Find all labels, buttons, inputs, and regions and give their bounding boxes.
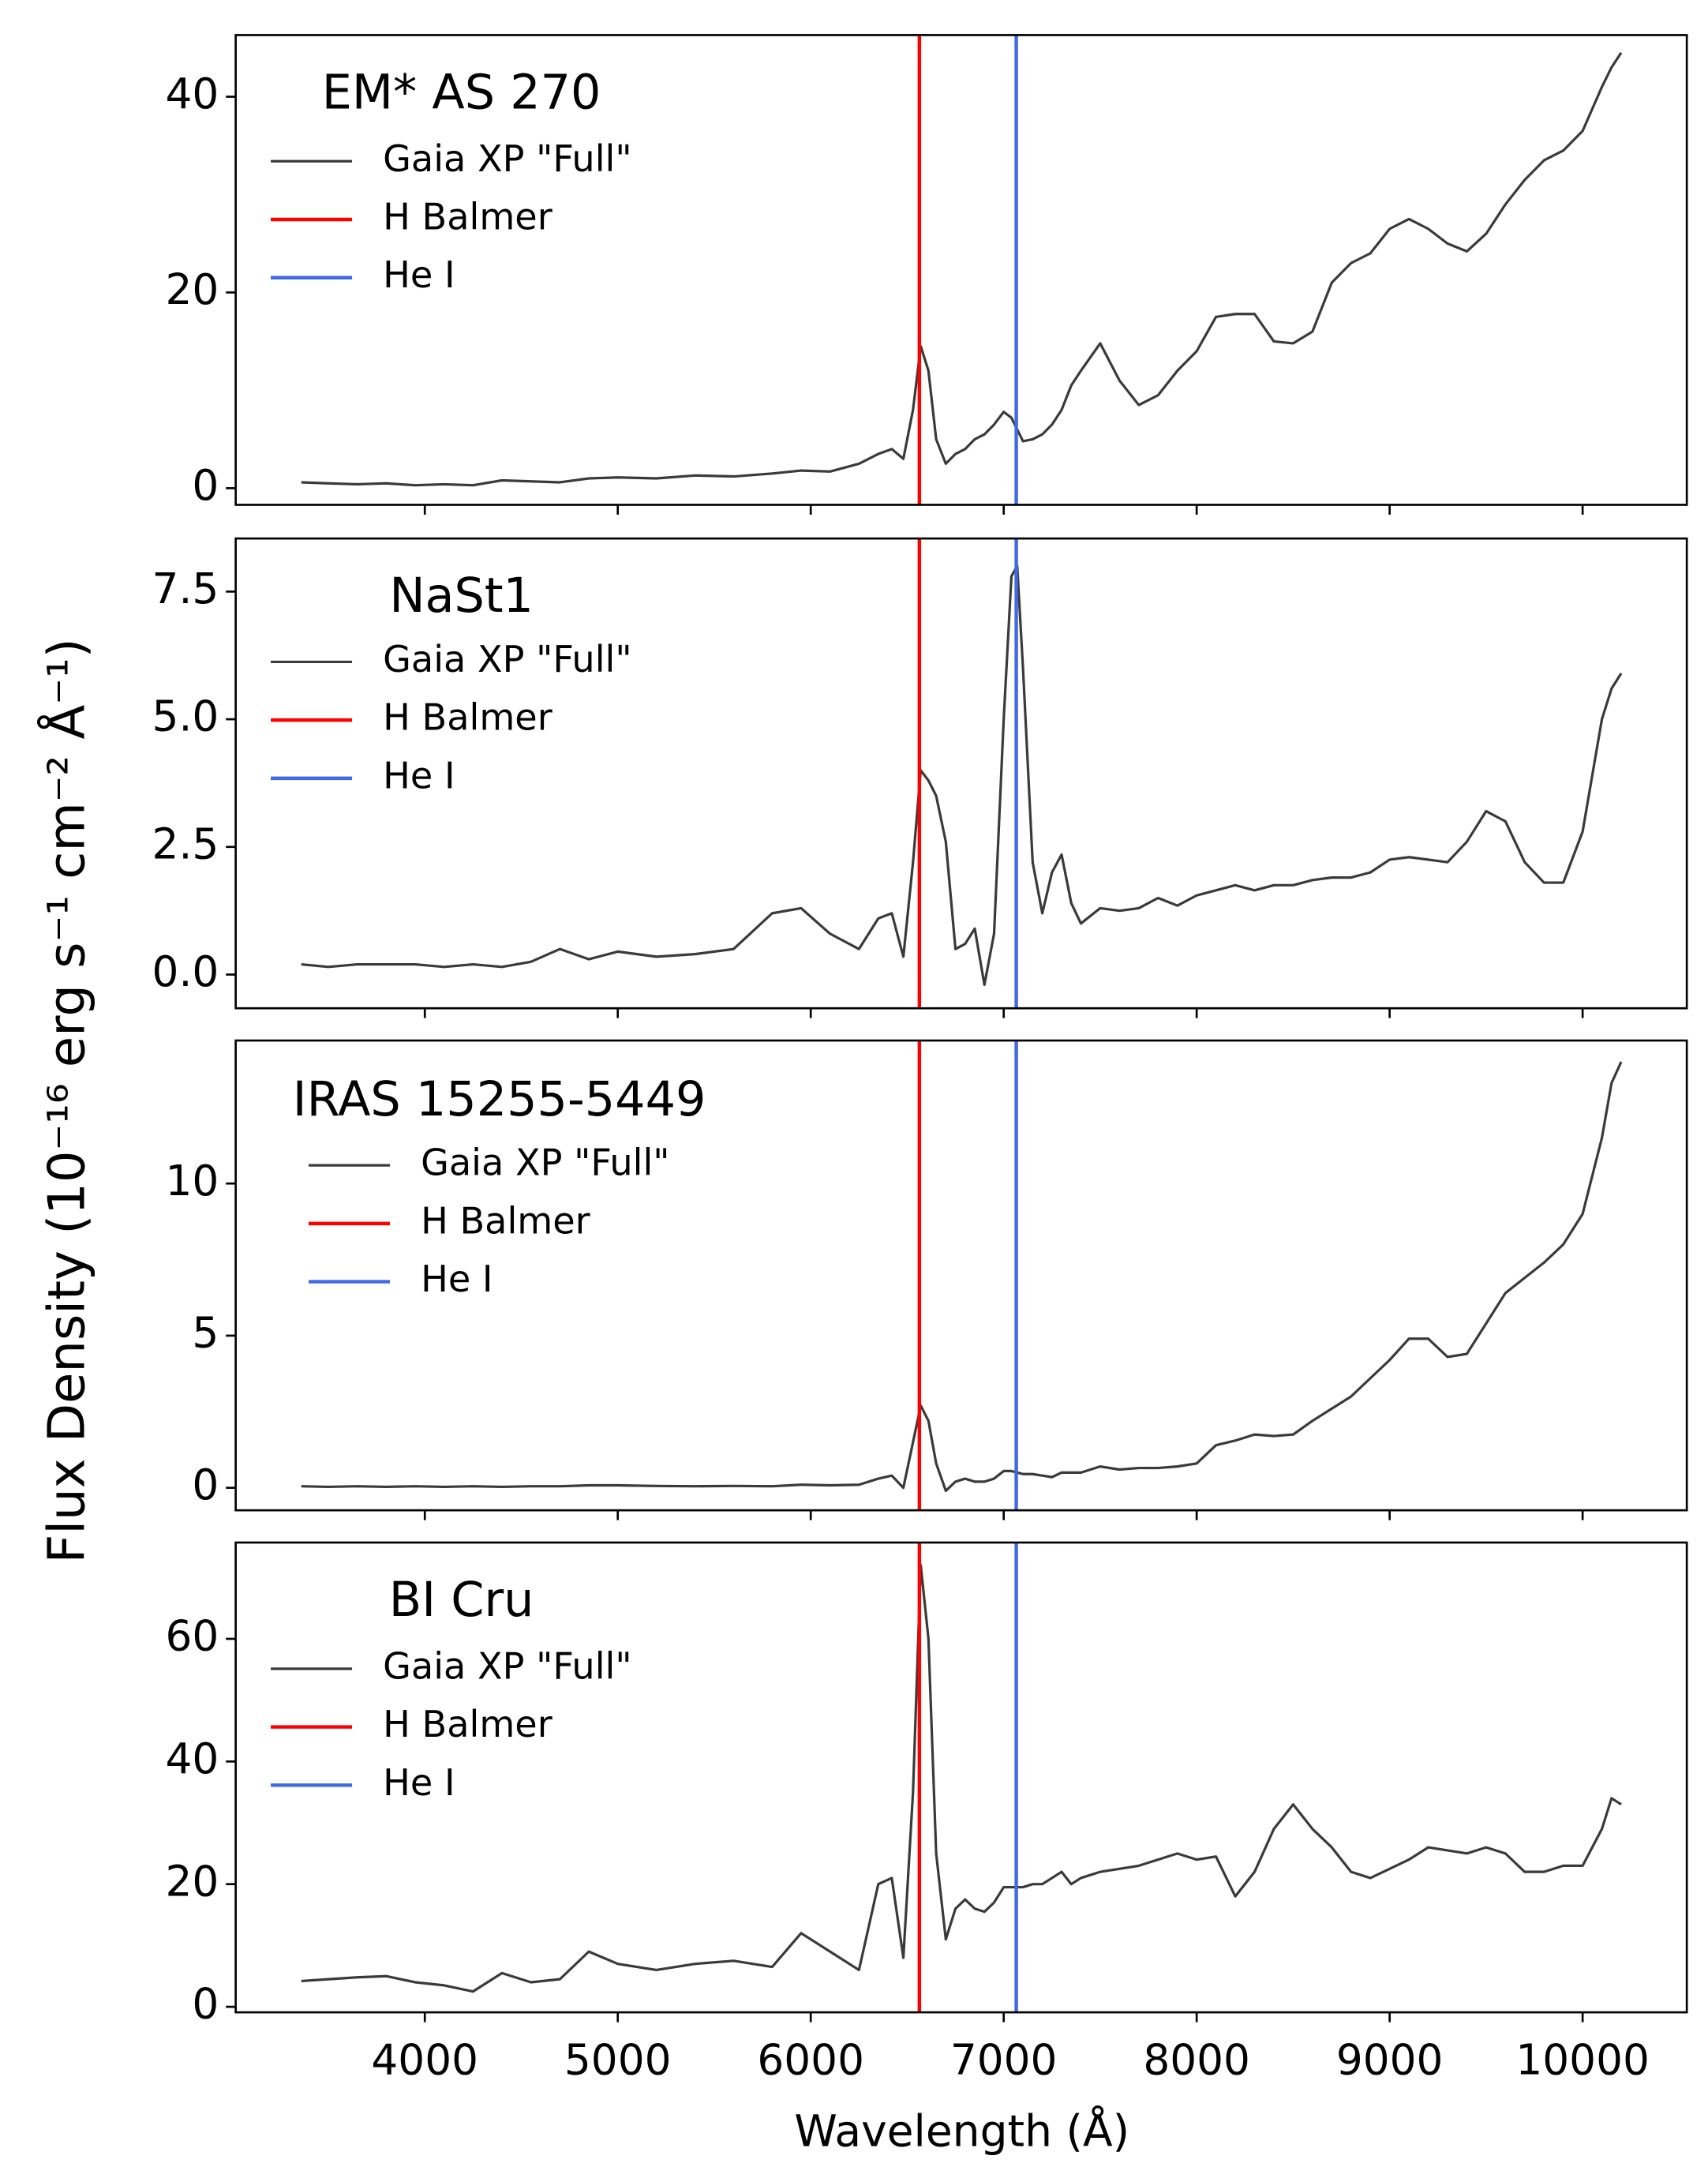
spectrum-line xyxy=(301,1564,1622,1993)
spectrum-line xyxy=(301,564,1623,987)
x-axis-label: Wavelength (Å) xyxy=(794,2105,1129,2157)
legend-label: H Balmer xyxy=(383,195,552,238)
x-tick-label: 4000 xyxy=(371,2036,478,2085)
legend-title: NaSt1 xyxy=(389,568,534,624)
y-axis-label: Flux Density (10⁻¹⁶ erg s⁻¹ cm⁻² Å⁻¹) xyxy=(37,638,97,1563)
y-tick-label: 60 xyxy=(166,1612,219,1661)
spectrum-line xyxy=(301,51,1623,487)
legend-label: H Balmer xyxy=(421,1199,590,1242)
plot-area xyxy=(301,538,1623,1009)
legend-title: IRAS 15255-5449 xyxy=(293,1072,706,1127)
plot-area xyxy=(301,35,1623,505)
x-tick-label: 8000 xyxy=(1143,2036,1250,2085)
legend-label: Gaia XP "Full" xyxy=(383,137,631,180)
y-tick-label: 0 xyxy=(192,1980,219,2029)
axes-frame xyxy=(234,1039,1688,1512)
legend-label: Gaia XP "Full" xyxy=(383,638,631,680)
x-tick-label: 6000 xyxy=(757,2036,864,2085)
y-tick-label: 7.5 xyxy=(152,564,219,613)
y-tick-label: 20 xyxy=(166,265,219,314)
y-tick-label: 20 xyxy=(166,1857,219,1906)
x-tick-label: 10000 xyxy=(1515,2036,1649,2085)
legend-label: Gaia XP "Full" xyxy=(421,1142,669,1184)
y-tick-label: 0 xyxy=(192,1460,219,1509)
spectrum-line xyxy=(301,1061,1623,1493)
legend-label: He I xyxy=(383,754,455,797)
legend-label: He I xyxy=(383,253,455,296)
x-tick-label: 9000 xyxy=(1336,2036,1444,2085)
plot-area xyxy=(301,1542,1622,2013)
x-tick-label: 7000 xyxy=(950,2036,1058,2085)
axes-frame xyxy=(234,537,1688,1010)
axes-frame xyxy=(234,1541,1688,2014)
y-tick-label: 10 xyxy=(166,1157,219,1205)
x-tick-label: 5000 xyxy=(564,2036,672,2085)
y-tick-label: 2.5 xyxy=(152,819,219,868)
y-tick-label: 0 xyxy=(192,461,219,510)
legend-label: He I xyxy=(421,1258,493,1300)
legend-title: BI Cru xyxy=(389,1573,534,1628)
axes-frame xyxy=(234,34,1688,506)
y-tick-label: 40 xyxy=(166,69,219,118)
legend-label: H Balmer xyxy=(383,696,552,739)
y-tick-label: 5 xyxy=(192,1309,219,1358)
plot-area xyxy=(301,1040,1623,1511)
y-tick-label: 5.0 xyxy=(152,692,219,741)
y-tick-label: 0.0 xyxy=(152,947,219,996)
legend-label: H Balmer xyxy=(383,1703,552,1745)
y-tick-label: 40 xyxy=(166,1734,219,1783)
legend-title: EM* AS 270 xyxy=(322,65,601,120)
legend-label: He I xyxy=(383,1761,455,1804)
legend-label: Gaia XP "Full" xyxy=(383,1644,631,1687)
